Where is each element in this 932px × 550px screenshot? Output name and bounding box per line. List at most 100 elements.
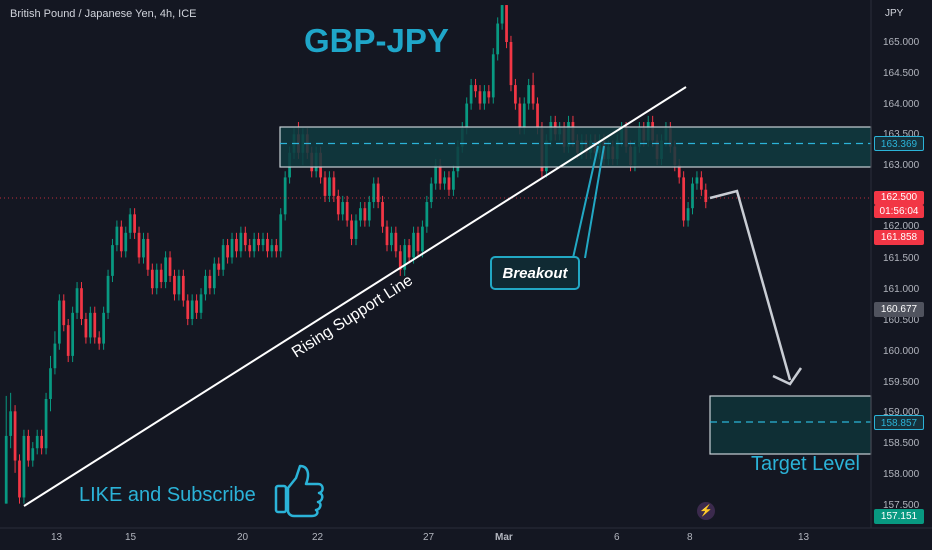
candle-up[interactable] xyxy=(142,238,145,258)
candle-up[interactable] xyxy=(283,177,287,215)
candle-up[interactable] xyxy=(128,214,132,233)
symbol-title[interactable]: British Pound / Japanese Yen, 4h, ICE xyxy=(10,8,197,20)
candle-down[interactable] xyxy=(84,318,88,338)
candle-up[interactable] xyxy=(53,343,57,369)
candle-down[interactable] xyxy=(699,177,703,190)
resistance-zone[interactable] xyxy=(279,126,872,168)
candle-up[interactable] xyxy=(9,411,13,436)
candle-up[interactable] xyxy=(177,275,181,295)
candle-down[interactable] xyxy=(195,300,198,313)
candle-down[interactable] xyxy=(173,275,176,295)
candle-up[interactable] xyxy=(372,183,376,203)
candle-up[interactable] xyxy=(164,257,167,283)
candle-down[interactable] xyxy=(80,288,83,319)
candle-up[interactable] xyxy=(412,232,415,258)
lightning-icon[interactable]: ⚡ xyxy=(697,502,715,520)
candle-down[interactable] xyxy=(381,202,384,227)
candle-down[interactable] xyxy=(505,5,508,43)
candle-down[interactable] xyxy=(345,202,349,221)
candle-down[interactable] xyxy=(487,91,491,98)
candle-up[interactable] xyxy=(102,312,105,344)
candle-up[interactable] xyxy=(212,263,216,289)
candle-down[interactable] xyxy=(181,275,185,301)
candle-down[interactable] xyxy=(394,232,398,252)
candle-down[interactable] xyxy=(509,42,513,86)
candle-up[interactable] xyxy=(239,232,243,252)
candle-down[interactable] xyxy=(18,460,21,498)
candle-down[interactable] xyxy=(363,208,367,221)
candle-up[interactable] xyxy=(199,294,203,313)
candle-down[interactable] xyxy=(13,411,17,461)
candle-up[interactable] xyxy=(4,435,8,504)
candle-down[interactable] xyxy=(332,177,336,196)
candle-up[interactable] xyxy=(31,448,35,461)
rising-support-line[interactable] xyxy=(23,86,687,507)
candle-up[interactable] xyxy=(359,208,362,221)
candle-up[interactable] xyxy=(328,177,331,196)
candle-up[interactable] xyxy=(686,208,690,221)
candle-up[interactable] xyxy=(421,226,424,252)
candle-down[interactable] xyxy=(150,269,154,289)
candle-up[interactable] xyxy=(469,85,473,104)
candle-down[interactable] xyxy=(536,103,539,129)
candle-down[interactable] xyxy=(438,165,442,184)
candle-up[interactable] xyxy=(465,103,469,129)
candle-down[interactable] xyxy=(518,103,522,129)
candle-up[interactable] xyxy=(221,245,225,270)
candle-up[interactable] xyxy=(88,312,92,338)
candle-down[interactable] xyxy=(336,195,340,215)
candle-up[interactable] xyxy=(354,220,358,239)
candle-up[interactable] xyxy=(500,5,504,24)
candle-up[interactable] xyxy=(425,202,429,227)
candle-up[interactable] xyxy=(115,226,119,246)
candle-up[interactable] xyxy=(403,245,407,270)
candle-down[interactable] xyxy=(266,238,269,252)
candle-up[interactable] xyxy=(522,103,526,129)
target-zone[interactable] xyxy=(709,395,872,455)
candle-up[interactable] xyxy=(44,398,48,449)
candle-up[interactable] xyxy=(71,312,75,356)
candle-down[interactable] xyxy=(235,238,238,252)
candle-up[interactable] xyxy=(22,435,26,498)
candle-down[interactable] xyxy=(474,85,477,92)
candle-down[interactable] xyxy=(146,238,150,270)
candle-up[interactable] xyxy=(695,177,699,184)
candle-up[interactable] xyxy=(75,288,79,313)
candle-up[interactable] xyxy=(49,368,52,399)
candle-up[interactable] xyxy=(124,232,128,252)
candle-down[interactable] xyxy=(478,91,482,104)
candle-down[interactable] xyxy=(274,245,278,252)
candle-down[interactable] xyxy=(226,245,229,258)
candle-up[interactable] xyxy=(111,245,114,276)
candle-down[interactable] xyxy=(159,269,163,283)
candle-up[interactable] xyxy=(452,171,455,190)
candle-down[interactable] xyxy=(323,177,327,196)
candle-up[interactable] xyxy=(691,183,694,209)
candle-up[interactable] xyxy=(35,435,39,449)
candle-down[interactable] xyxy=(66,325,70,356)
candle-down[interactable] xyxy=(398,251,402,270)
candle-up[interactable] xyxy=(270,245,274,252)
candle-down[interactable] xyxy=(677,165,681,178)
candle-up[interactable] xyxy=(57,300,61,344)
candle-up[interactable] xyxy=(434,165,438,184)
candle-down[interactable] xyxy=(62,300,66,326)
candle-down[interactable] xyxy=(350,220,353,239)
candle-up[interactable] xyxy=(106,275,110,313)
candle-down[interactable] xyxy=(133,214,136,233)
candle-down[interactable] xyxy=(531,85,535,104)
candle-down[interactable] xyxy=(257,238,260,246)
candle-down[interactable] xyxy=(243,232,247,246)
candle-up[interactable] xyxy=(443,177,446,184)
candle-up[interactable] xyxy=(204,275,207,295)
breakout-callout[interactable]: Breakout xyxy=(490,256,580,290)
candle-up[interactable] xyxy=(390,232,393,246)
candle-up[interactable] xyxy=(252,238,256,252)
candle-up[interactable] xyxy=(429,183,433,203)
candle-up[interactable] xyxy=(483,91,486,104)
candle-down[interactable] xyxy=(168,257,172,276)
candle-down[interactable] xyxy=(385,226,389,246)
candle-up[interactable] xyxy=(527,85,531,104)
candle-down[interactable] xyxy=(407,245,411,258)
